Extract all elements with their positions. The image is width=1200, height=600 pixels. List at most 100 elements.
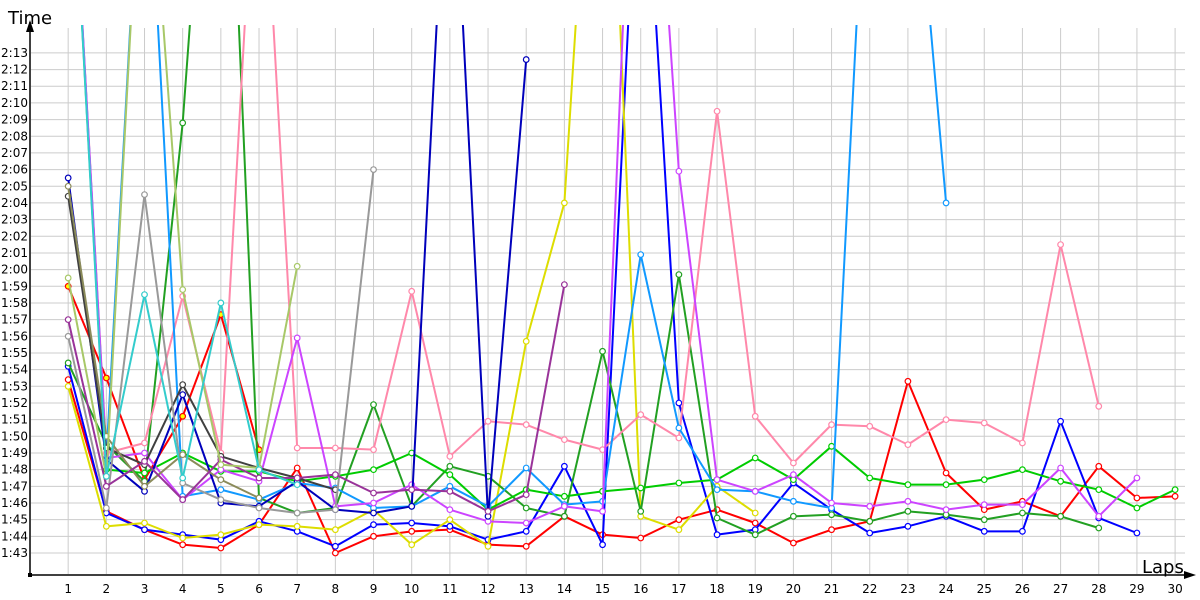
data-point (522, 504, 530, 512)
data-point (866, 529, 874, 537)
data-point (713, 531, 721, 539)
x-tick-label: 21 (824, 582, 839, 596)
data-point (1095, 402, 1103, 410)
data-point (560, 462, 568, 470)
data-point (331, 549, 339, 557)
data-point (980, 527, 988, 535)
x-tick-label: 16 (633, 582, 648, 596)
data-point (866, 422, 874, 430)
x-tick-label: 29 (1129, 582, 1144, 596)
x-tick-label: 11 (442, 582, 457, 596)
data-point (751, 509, 759, 517)
data-point (980, 516, 988, 524)
data-point (217, 531, 225, 539)
data-point (293, 509, 301, 517)
data-point (637, 534, 645, 542)
y-tick-label: 1:55 (1, 346, 28, 360)
y-tick-label: 1:44 (1, 529, 28, 543)
data-point (484, 417, 492, 425)
data-point (599, 541, 606, 549)
data-point (217, 496, 225, 504)
data-point (637, 251, 645, 259)
y-axis-arrow-icon (26, 20, 34, 32)
data-point (790, 459, 797, 467)
data-point (179, 412, 187, 420)
x-tick-label: 7 (293, 582, 301, 596)
series-line (81, 25, 1100, 464)
series-16 (80, 25, 301, 489)
y-tick-label: 1:54 (1, 363, 28, 377)
data-point (102, 482, 110, 490)
data-point (255, 494, 263, 502)
x-tick-label: 19 (748, 582, 763, 596)
data-point (1095, 462, 1103, 470)
data-point (64, 316, 72, 324)
data-point (522, 464, 530, 472)
data-point (370, 166, 377, 173)
data-point (370, 489, 377, 497)
data-point (522, 542, 530, 550)
data-point (866, 474, 874, 482)
y-tick-label: 2:12 (1, 63, 28, 77)
data-point (980, 419, 988, 427)
data-point (255, 474, 263, 482)
x-tick-label: 4 (179, 582, 187, 596)
data-point (560, 436, 568, 444)
data-point (675, 479, 683, 487)
data-point (217, 299, 225, 307)
y-tick-label: 1:45 (1, 513, 28, 527)
data-point (828, 442, 835, 450)
data-point (599, 347, 606, 355)
data-point (331, 444, 339, 452)
data-point (293, 444, 301, 452)
data-point (293, 334, 301, 342)
data-point (1057, 464, 1064, 472)
data-point (980, 476, 988, 484)
data-point (64, 274, 72, 282)
data-point (293, 481, 301, 489)
series-line (81, 25, 1176, 511)
data-point (408, 502, 416, 510)
data-point (713, 476, 721, 484)
data-point (64, 332, 72, 340)
data-point (1095, 524, 1103, 532)
data-point (1057, 477, 1064, 485)
data-point (522, 519, 530, 527)
series-8 (81, 25, 950, 512)
x-tick-label: 9 (370, 582, 378, 596)
data-point (599, 507, 606, 515)
y-tick-label: 1:51 (1, 413, 28, 427)
data-point (828, 526, 835, 534)
data-point (141, 449, 148, 457)
y-tick-label: 2:04 (1, 196, 28, 210)
data-point (1133, 529, 1141, 537)
data-point (790, 497, 797, 505)
data-point (866, 502, 874, 510)
data-point (102, 522, 110, 530)
data-point (1057, 417, 1064, 425)
data-point (102, 472, 110, 480)
y-tick-label: 1:47 (1, 479, 28, 493)
data-point (370, 466, 377, 474)
x-tick-label: 30 (1167, 582, 1182, 596)
data-point (828, 499, 835, 507)
data-point (408, 287, 416, 295)
data-point (790, 512, 797, 520)
y-tick-label: 1:53 (1, 379, 28, 393)
x-tick-label: 26 (1015, 582, 1030, 596)
x-tick-label: 17 (671, 582, 686, 596)
data-point (141, 439, 148, 447)
series-4 (64, 25, 759, 550)
x-tick-label: 5 (217, 582, 225, 596)
data-point (331, 506, 339, 514)
x-tick-label: 1 (64, 582, 72, 596)
data-point (255, 466, 263, 474)
y-tick-label: 1:49 (1, 446, 28, 460)
data-point (331, 471, 339, 479)
series-12 (64, 166, 377, 517)
y-tick-label: 1:48 (1, 463, 28, 477)
data-point (828, 421, 835, 429)
data-point (102, 374, 110, 382)
x-tick-label: 3 (141, 582, 149, 596)
